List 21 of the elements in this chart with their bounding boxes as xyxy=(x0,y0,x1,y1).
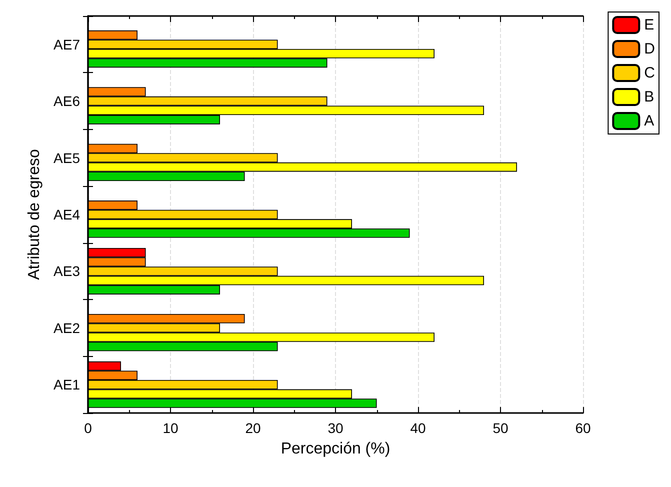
y-tick-label: AE3 xyxy=(54,263,80,280)
y-tick-label: AE5 xyxy=(54,150,80,166)
y-tick-label: AE2 xyxy=(54,320,80,336)
y-tick-label: AE7 xyxy=(54,36,80,52)
legend-label: D xyxy=(644,40,656,58)
legend-label: B xyxy=(644,88,654,106)
x-tick-label: 40 xyxy=(410,420,426,436)
legend-label: C xyxy=(644,64,656,82)
x-tick-label: 10 xyxy=(162,420,178,436)
x-axis-title: Percepción (%) xyxy=(280,440,390,458)
x-tick-label: 50 xyxy=(492,420,508,436)
y-tick-label: AE4 xyxy=(54,206,80,222)
legend-label: E xyxy=(644,16,654,34)
x-tick-label: 20 xyxy=(245,420,261,436)
x-tick-label: 60 xyxy=(575,420,591,436)
x-tick-label: 0 xyxy=(84,420,92,436)
legend-label: A xyxy=(644,112,654,130)
y-axis-title: Atributo de egreso xyxy=(26,149,44,280)
y-tick-label: AE6 xyxy=(54,93,80,110)
y-tick-label: AE1 xyxy=(54,376,80,393)
x-tick-label: 30 xyxy=(328,420,344,436)
